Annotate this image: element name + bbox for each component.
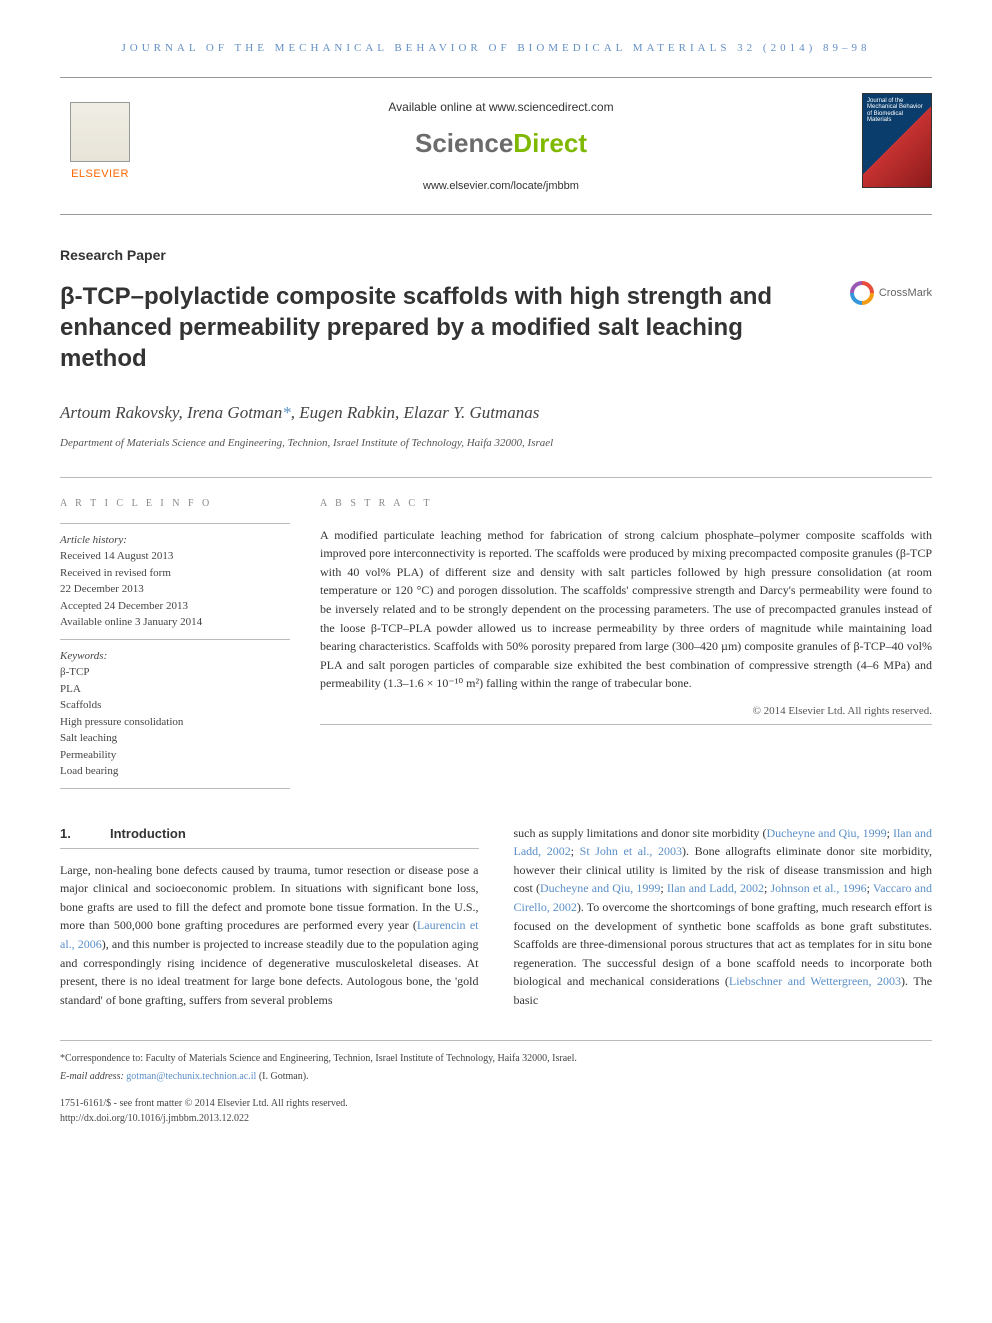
title-row: β-TCP–polylactide composite scaffolds wi… [60,281,932,375]
affiliation-line: Department of Materials Science and Engi… [60,435,932,452]
authors-suffix: , Eugen Rabkin, Elazar Y. Gutmanas [291,403,540,422]
section-number: 1. [60,824,110,844]
elsevier-tree-icon [70,102,130,162]
body-paragraph: such as supply limitations and donor sit… [514,824,933,1010]
accepted-line: Accepted 24 December 2013 [60,598,290,615]
body-column-right: such as supply limitations and donor sit… [514,824,933,1010]
email-line: E-mail address: gotman@techunix.technion… [60,1069,932,1084]
paper-type-label: Research Paper [60,245,932,266]
sd-direct-text: Direct [513,128,587,158]
crossmark-label: CrossMark [879,285,932,302]
keyword-item: Salt leaching [60,730,290,747]
body-text: ), and this number is projected to incre… [60,937,479,1007]
crossmark-badge[interactable]: CrossMark [850,281,932,305]
body-paragraph: Large, non-healing bone defects caused b… [60,861,479,1010]
history-label: Article history: [60,532,290,549]
abstract-copyright: © 2014 Elsevier Ltd. All rights reserved… [320,703,932,720]
keyword-item: Scaffolds [60,697,290,714]
section-title: Introduction [110,824,186,844]
online-line: Available online 3 January 2014 [60,614,290,631]
email-label: E-mail address: [60,1071,126,1082]
correspondence-text: Faculty of Materials Science and Enginee… [146,1053,577,1064]
issn-line: 1751-6161/$ - see front matter © 2014 El… [60,1096,932,1111]
keyword-item: PLA [60,681,290,698]
doi-line[interactable]: http://dx.doi.org/10.1016/j.jmbbm.2013.1… [60,1111,932,1126]
citation-link[interactable]: Ducheyne and Qiu, 1999 [766,826,886,840]
keyword-item: Load bearing [60,763,290,780]
keyword-item: High pressure consolidation [60,714,290,731]
authors-line: Artoum Rakovsky, Irena Gotman*, Eugen Ra… [60,400,932,426]
abstract-text: A modified particulate leaching method f… [320,526,932,693]
body-columns: 1. Introduction Large, non-healing bone … [60,824,932,1010]
article-history-block: Article history: Received 14 August 2013… [60,523,290,640]
paper-title: β-TCP–polylactide composite scaffolds wi… [60,281,830,375]
abstract-rule [320,724,932,725]
citation-link[interactable]: St John et al., 2003 [580,844,682,858]
center-banner: Available online at www.sciencedirect.co… [140,93,862,200]
journal-header-line: JOURNAL OF THE MECHANICAL BEHAVIOR OF BI… [60,40,932,57]
article-info-heading: A R T I C L E I N F O [60,496,290,511]
body-text: ; [571,844,580,858]
email-link[interactable]: gotman@techunix.technion.ac.il [126,1071,256,1082]
abstract-column: A B S T R A C T A modified particulate l… [320,496,932,789]
article-info-column: A R T I C L E I N F O Article history: R… [60,496,290,789]
keywords-label: Keywords: [60,648,290,665]
keywords-block: Keywords: β-TCP PLA Scaffolds High press… [60,640,290,789]
body-text: such as supply limitations and donor sit… [514,826,767,840]
elsevier-label: ELSEVIER [71,166,129,183]
body-text: Large, non-healing bone defects caused b… [60,863,479,933]
keyword-item: Permeability [60,747,290,764]
citation-link[interactable]: Johnson et al., 1996 [770,881,866,895]
sd-science-text: Science [415,128,513,158]
keyword-item: β-TCP [60,664,290,681]
footer-area: *Correspondence to: Faculty of Materials… [60,1040,932,1126]
revised-line-2: 22 December 2013 [60,581,290,598]
correspondence-line: *Correspondence to: Faculty of Materials… [60,1051,932,1066]
sciencedirect-logo[interactable]: ScienceDirect [160,124,842,163]
available-online-text: Available online at www.sciencedirect.co… [160,98,842,116]
journal-url[interactable]: www.elsevier.com/locate/jmbbm [160,178,842,195]
citation-link[interactable]: Liebschner and Wettergreen, 2003 [729,974,901,988]
top-banner: ELSEVIER Available online at www.science… [60,77,932,216]
authors-prefix: Artoum Rakovsky, Irena Gotman [60,403,282,422]
section-heading: 1. Introduction [60,824,479,849]
crossmark-icon [850,281,874,305]
elsevier-logo: ELSEVIER [60,93,140,183]
info-abstract-row: A R T I C L E I N F O Article history: R… [60,477,932,789]
revised-line-1: Received in revised form [60,565,290,582]
email-suffix: (I. Gotman). [256,1071,308,1082]
abstract-heading: A B S T R A C T [320,496,932,511]
body-column-left: 1. Introduction Large, non-healing bone … [60,824,479,1010]
journal-cover-thumbnail: Journal of the Mechanical Behavior of Bi… [862,93,932,188]
correspondence-label: *Correspondence to: [60,1053,146,1064]
citation-link[interactable]: Ilan and Ladd, 2002 [667,881,764,895]
citation-link[interactable]: Ducheyne and Qiu, 1999 [540,881,660,895]
corresponding-marker[interactable]: * [282,403,291,422]
received-line: Received 14 August 2013 [60,548,290,565]
